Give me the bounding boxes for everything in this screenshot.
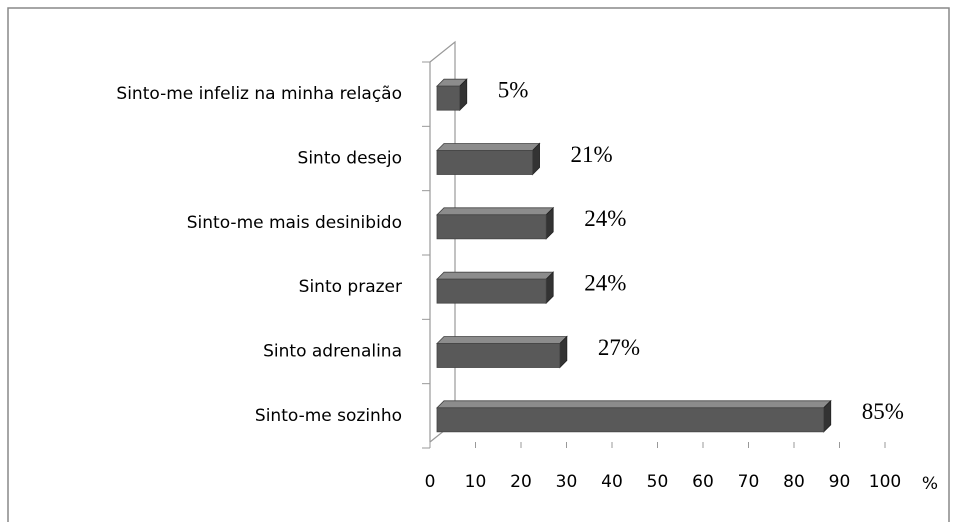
x-tick-label: 0 (425, 472, 436, 492)
bar-top (436, 400, 832, 409)
x-tick-label: 80 (783, 472, 805, 492)
bar (436, 407, 825, 433)
bar (436, 85, 461, 111)
category-label: Sinto-me mais desinibido (187, 213, 402, 233)
value-label: 24% (584, 206, 626, 231)
frame (7, 7, 950, 522)
bar (436, 214, 547, 240)
bar (436, 150, 533, 175)
x-tick-label: 20 (510, 472, 532, 492)
value-label: 85% (862, 399, 904, 424)
bar-top (436, 271, 555, 280)
bar (436, 278, 547, 304)
x-tick-label: 40 (601, 472, 623, 492)
bar (436, 343, 561, 368)
x-axis-label: % (922, 474, 938, 494)
category-label: Sinto-me sozinho (255, 406, 402, 426)
bar-top (436, 143, 541, 151)
x-tick-label: 30 (556, 472, 578, 492)
value-label: 21% (571, 142, 613, 167)
x-tick-label: 70 (738, 472, 760, 492)
bar-top (436, 336, 568, 344)
value-label: 5% (498, 77, 529, 102)
category-label: Sinto-me infeliz na minha relação (116, 84, 402, 104)
bar-top (436, 207, 555, 216)
x-tick-label: 60 (692, 472, 714, 492)
category-label: Sinto adrenalina (263, 342, 402, 362)
x-tick-label: 90 (829, 472, 851, 492)
value-label: 27% (598, 335, 640, 360)
x-tick-label: 100 (869, 472, 901, 492)
x-tick-label: 50 (647, 472, 669, 492)
category-label: Sinto desejo (298, 149, 402, 169)
x-tick-label: 10 (465, 472, 487, 492)
category-label: Sinto prazer (299, 277, 402, 297)
value-label: 24% (584, 270, 626, 295)
